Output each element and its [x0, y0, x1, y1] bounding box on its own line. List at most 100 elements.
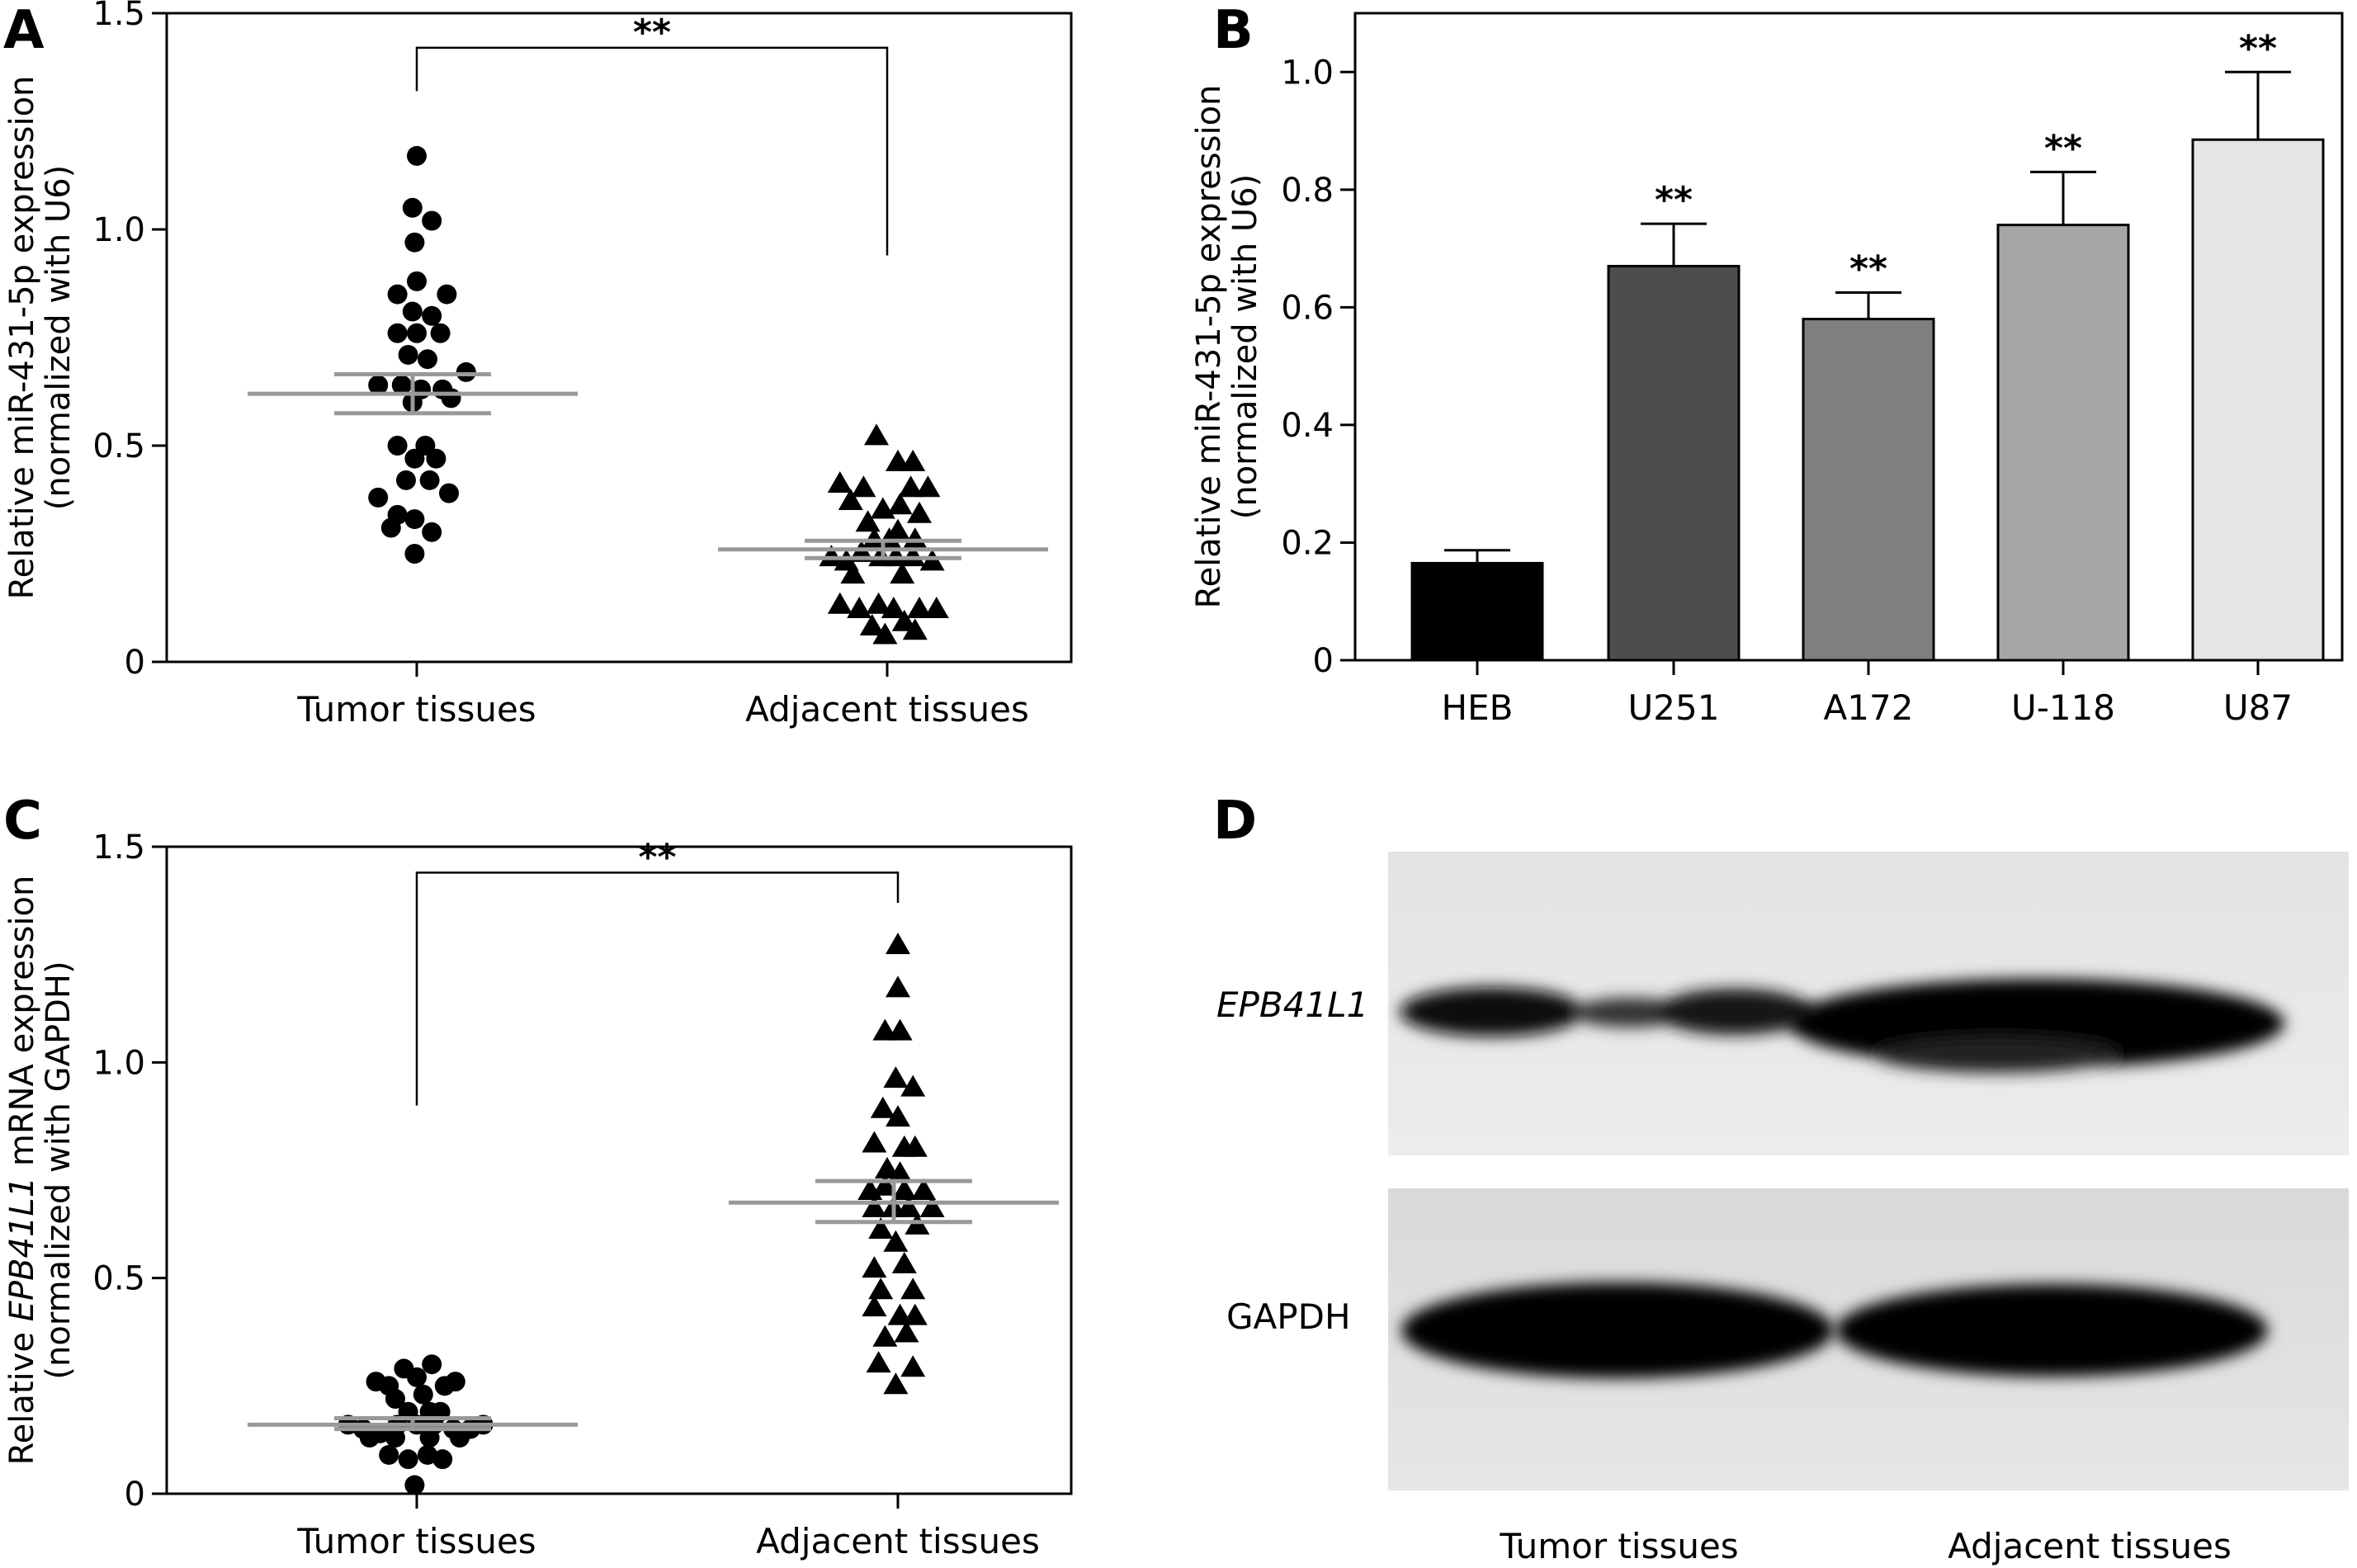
panel-b-bar-heb [1410, 561, 1544, 662]
gapdh-band-adjacent [1835, 1284, 2268, 1377]
panel-c-tumor-point-7 [385, 1389, 405, 1410]
panel-b-bar-u87 [2191, 138, 2325, 662]
panel-letter-b: B [1213, 0, 1254, 61]
panel-c-y-tick-label-2: 1.0 [92, 1044, 145, 1082]
panel-c-y-label-pre: Relative [3, 1321, 41, 1465]
panel-c-adjacent-point-27 [900, 1278, 926, 1300]
panel-c-tumor-point-26 [398, 1449, 418, 1470]
panel-a-chart: 0 0.5 1.0 1.5 Tumor tissues Adjacent tissues… [3, 0, 1073, 730]
panel-a-adjacent-point-21 [900, 545, 926, 567]
panel-a-tumor-point-20 [441, 388, 461, 409]
panel-a-adjacent-point-0 [864, 423, 889, 446]
panel-c-x-category-1: Adjacent tissues [756, 1521, 1040, 1561]
panel-b-bar-u-118 [1996, 224, 2130, 662]
panel-c-tumor-point-21 [359, 1428, 380, 1448]
panel-a-tumor-point-24 [426, 448, 446, 469]
panel-b-y-tick-label-5: 1.0 [1281, 54, 1334, 92]
panel-c-adjacent-point-32 [894, 1320, 919, 1343]
panel-a-tumor-point-5 [437, 284, 457, 305]
panel-a-adjacent-point-33 [872, 622, 898, 645]
panel-b-significance-a172: ** [1849, 248, 1887, 290]
panel-b-bar-a172 [1802, 318, 1935, 662]
panel-c-adjacent-point-15 [891, 1178, 917, 1201]
panel-c-adjacent-point-3 [887, 1018, 913, 1041]
panel-a-tumor-point-7 [402, 301, 423, 322]
panel-a-tumor-point-13 [418, 349, 437, 370]
panel-c-adjacent-point-1 [886, 975, 910, 998]
panel-a-bracket-line [415, 46, 889, 256]
panel-a-adjacent-point-7 [838, 489, 863, 510]
panel-c-tumor-point-4 [407, 1367, 427, 1387]
panel-c-adjacent-point-34 [900, 1355, 926, 1377]
panel-a-adjacent-point-3 [827, 471, 853, 494]
panel-c-adjacent-point-26 [868, 1278, 894, 1300]
panel-a-adjacent-point-9 [887, 493, 913, 515]
panel-a-x-axis: Tumor tissues Adjacent tissues [296, 662, 1029, 730]
panel-c-adjacent-point-25 [891, 1251, 917, 1273]
panel-b-y-tick-label-0: 0 [1313, 642, 1334, 680]
panel-c-adjacent-point-7 [886, 1105, 910, 1127]
panel-a-adjacent-point-30 [923, 597, 949, 618]
panel-b-x-axis: HEB U251 A172 U-118 U87 [1442, 660, 2293, 728]
panel-a-y-tick-label-0: 0 [125, 644, 145, 682]
panel-a-tumor-point-33 [404, 544, 425, 564]
panel-c-adjacent-point-16 [911, 1178, 937, 1201]
panel-a-tumor-point-31 [380, 517, 401, 538]
panel-a-adjacent-point-2 [900, 449, 926, 471]
panel-d-western-blot: EPB41L1 GAPDH Tumor tissues Adjacent tis… [1216, 852, 2349, 1566]
panel-c-tumor-point-23 [419, 1428, 440, 1448]
panel-a-tumor-point-1 [402, 197, 423, 218]
panel-a-significance-bracket: ** [415, 12, 889, 256]
panel-c-adjacent-point-28 [862, 1295, 887, 1317]
panel-c-x-category-0: Tumor tissues [296, 1521, 536, 1561]
panel-b-y-tick-label-2: 0.4 [1281, 407, 1334, 445]
panel-a-tumor-point-9 [387, 323, 408, 343]
panel-c-adjacent-point-8 [862, 1131, 887, 1153]
panel-c-adjacent-point-20 [919, 1195, 945, 1217]
panel-a-adjacent-point-10 [855, 510, 881, 532]
panel-c-data-points [338, 933, 945, 1495]
panel-a-y-axis: 0 0.5 1.0 1.5 [92, 0, 167, 682]
panel-c-adjacent-point-30 [902, 1303, 928, 1325]
panel-c-plot-frame [165, 845, 1073, 1495]
panel-c-x-axis: Tumor tissues Adjacent tissues [296, 1494, 1040, 1561]
panel-b-y-axis: 0 0.2 0.4 0.6 0.8 1.0 [1281, 54, 1355, 680]
panel-c-significance-label: ** [638, 836, 676, 878]
panel-a-adjacent-point-29 [907, 597, 932, 618]
panel-a-x-category-0: Tumor tissues [296, 689, 536, 730]
panel-a-adjacent-point-31 [859, 613, 885, 635]
panel-b-x-category-2: A172 [1824, 687, 1914, 728]
panel-a-tumor-point-0 [407, 145, 427, 166]
blot-lane-label-adjacent: Adjacent tissues [1948, 1526, 2232, 1566]
panel-c-mean-sem [248, 1178, 1059, 1432]
panel-a-tumor-point-6 [407, 271, 427, 291]
panel-a-adjacent-point-27 [866, 592, 891, 614]
panel-a-tumor-point-2 [422, 210, 442, 231]
panel-a-tumor-point-23 [404, 448, 425, 469]
panel-c-tumor-point-22 [385, 1428, 405, 1448]
panel-c-adjacent-point-5 [900, 1074, 926, 1097]
panel-b-significance-u251: ** [1655, 179, 1693, 221]
panel-c-adjacent-point-33 [866, 1351, 891, 1373]
panel-b-bar-u251 [1607, 264, 1741, 662]
panel-letter-d: D [1213, 791, 1257, 852]
panel-a-y-axis-label-line1: Relative miR-431-5p expression [3, 76, 41, 600]
panel-a-adjacent-point-23 [840, 562, 866, 584]
panel-c-tumor-point-8 [413, 1384, 433, 1405]
panel-c-y-axis: 0 0.5 1.0 1.5 [92, 829, 167, 1514]
panel-c-adjacent-point-21 [868, 1217, 894, 1240]
panel-b-y-tick-label-1: 0.2 [1281, 524, 1334, 562]
panel-a-tumor-point-12 [398, 344, 418, 365]
panel-a-adjacent-point-25 [827, 592, 853, 614]
panel-c-adjacent-point-12 [887, 1161, 913, 1183]
panel-b-y-tick-label-3: 0.6 [1281, 289, 1334, 327]
panel-a-tumor-point-28 [439, 483, 459, 503]
panel-a-tumor-point-30 [404, 509, 425, 530]
blot-label-gapdh: GAPDH [1226, 1296, 1351, 1337]
panel-c-tumor-point-24 [450, 1428, 470, 1448]
panel-b-x-category-4: U87 [2223, 687, 2293, 728]
blot-label-epb41l1: EPB41L1 [1216, 985, 1368, 1025]
panel-a-adjacent-point-15 [902, 527, 928, 550]
epb41l1-band-tumor [1400, 987, 1814, 1037]
panel-a-y-tick-label-3: 1.5 [92, 0, 145, 33]
